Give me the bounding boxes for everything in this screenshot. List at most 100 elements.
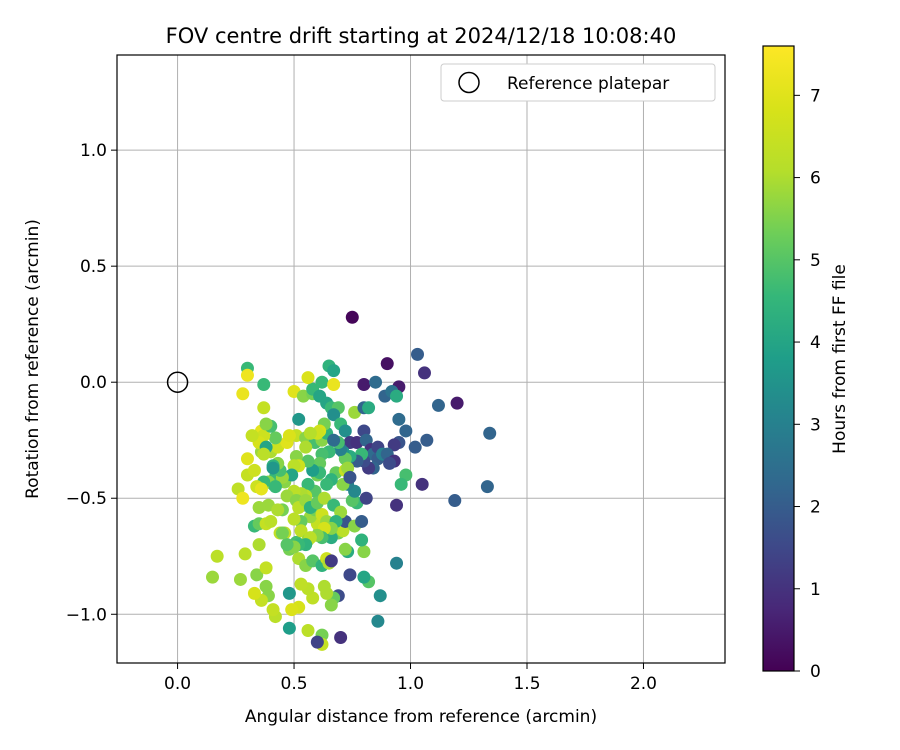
scatter-point bbox=[252, 538, 266, 552]
scatter-point bbox=[266, 461, 280, 475]
scatter-point bbox=[259, 561, 273, 575]
scatter-point bbox=[280, 538, 294, 552]
scatter-point bbox=[268, 431, 282, 445]
scatter-point bbox=[327, 378, 341, 392]
scatter-point bbox=[320, 477, 334, 491]
colorbar-tick-label: 6 bbox=[810, 169, 821, 189]
scatter-point bbox=[357, 570, 371, 584]
reference-platepar-marker bbox=[166, 371, 189, 393]
scatter-point bbox=[238, 547, 252, 561]
scatter-point bbox=[252, 501, 266, 515]
scatter-point bbox=[287, 512, 301, 526]
scatter-points bbox=[206, 310, 497, 651]
scatter-point bbox=[282, 621, 296, 635]
scatter-point bbox=[282, 586, 296, 600]
scatter-point bbox=[254, 482, 268, 496]
colorbar-ticks: 0 1 2 3 4 5 6 7 bbox=[794, 86, 821, 682]
scatter-point bbox=[373, 589, 387, 603]
scatter-point bbox=[257, 447, 271, 461]
x-tick-label: 1.5 bbox=[513, 674, 540, 694]
scatter-point bbox=[268, 480, 282, 494]
scatter-point bbox=[411, 347, 425, 361]
colorbar-tick-label: 7 bbox=[810, 86, 821, 106]
colorbar-tick-label: 4 bbox=[810, 333, 821, 353]
scatter-point bbox=[345, 310, 359, 324]
scatter-point bbox=[324, 531, 338, 545]
scatter-point bbox=[399, 424, 413, 438]
scatter-point bbox=[206, 570, 220, 584]
scatter-point bbox=[355, 514, 369, 528]
scatter-point bbox=[303, 426, 317, 440]
reference-marker-group bbox=[166, 371, 189, 393]
scatter-point bbox=[250, 568, 264, 582]
scatter-point bbox=[299, 440, 313, 454]
chart-title: FOV centre drift starting at 2024/12/18 … bbox=[166, 24, 677, 48]
scatter-point bbox=[387, 438, 401, 452]
y-axis-ticks: −1.0 −0.5 0.0 0.5 1.0 bbox=[66, 141, 117, 625]
scatter-point bbox=[359, 491, 373, 505]
colorbar-tick-label: 3 bbox=[810, 415, 821, 435]
scatter-point bbox=[292, 412, 306, 426]
scatter-point bbox=[264, 514, 278, 528]
scatter-point bbox=[390, 389, 404, 403]
scatter-point bbox=[266, 603, 280, 617]
scatter-point bbox=[317, 579, 331, 593]
scatter-point bbox=[392, 412, 406, 426]
colorbar-tick-label: 5 bbox=[810, 251, 821, 271]
scatter-point bbox=[240, 368, 254, 382]
scatter-point bbox=[210, 549, 224, 563]
scatter-point bbox=[294, 524, 308, 538]
scatter-point bbox=[236, 387, 250, 401]
scatter-point bbox=[282, 429, 296, 443]
scatter-point bbox=[259, 417, 273, 431]
scatter-point bbox=[420, 433, 434, 447]
scatter-point bbox=[380, 357, 394, 371]
legend-reference-marker bbox=[458, 71, 480, 94]
scatter-point bbox=[390, 556, 404, 570]
scatter-point bbox=[257, 378, 271, 392]
x-tick-label: 0.5 bbox=[281, 674, 308, 694]
scatter-point bbox=[480, 480, 494, 494]
scatter-point bbox=[236, 491, 250, 505]
y-tick-label: −0.5 bbox=[66, 489, 107, 509]
x-tick-label: 0.0 bbox=[164, 674, 191, 694]
x-axis-ticks: 0.0 0.5 1.0 1.5 2.0 bbox=[164, 663, 657, 694]
scatter-point bbox=[327, 433, 341, 447]
scatter-point bbox=[324, 554, 338, 568]
scatter-point bbox=[294, 577, 308, 591]
scatter-point bbox=[343, 470, 357, 484]
scatter-point bbox=[483, 426, 497, 440]
scatter-point bbox=[327, 408, 341, 422]
scatter-point bbox=[301, 624, 315, 638]
scatter-point bbox=[408, 440, 422, 454]
x-tick-label: 2.0 bbox=[630, 674, 657, 694]
y-tick-label: 0.5 bbox=[80, 257, 107, 277]
colorbar-label: Hours from first FF file bbox=[830, 264, 850, 454]
scatter-point bbox=[334, 630, 348, 644]
scatter-point bbox=[415, 477, 429, 491]
scatter-point bbox=[369, 375, 383, 389]
scatter-point bbox=[338, 424, 352, 438]
colorbar-tick-label: 2 bbox=[810, 498, 821, 518]
scatter-point bbox=[257, 401, 271, 415]
scatter-point bbox=[240, 452, 254, 466]
scatter-point bbox=[310, 635, 324, 649]
y-axis-label: Rotation from reference (arcmin) bbox=[23, 219, 43, 499]
x-tick-label: 1.0 bbox=[397, 674, 424, 694]
scatter-point bbox=[383, 456, 397, 470]
scatter-point bbox=[247, 586, 261, 600]
scatter-point bbox=[275, 526, 289, 540]
legend: Reference platepar bbox=[440, 63, 716, 102]
colorbar-gradient bbox=[762, 45, 795, 672]
scatter-point bbox=[247, 463, 261, 477]
scatter-point bbox=[357, 378, 371, 392]
colorbar: 0 1 2 3 4 5 6 7 Hours from first FF file bbox=[762, 45, 850, 682]
scatter-point bbox=[327, 364, 341, 378]
colorbar-tick-label: 1 bbox=[810, 580, 821, 600]
scatter-point bbox=[362, 401, 376, 415]
plot-frame bbox=[116, 54, 726, 664]
x-axis-label: Angular distance from reference (arcmin) bbox=[245, 707, 597, 727]
scatter-point bbox=[324, 598, 338, 612]
scatter-point bbox=[317, 491, 331, 505]
